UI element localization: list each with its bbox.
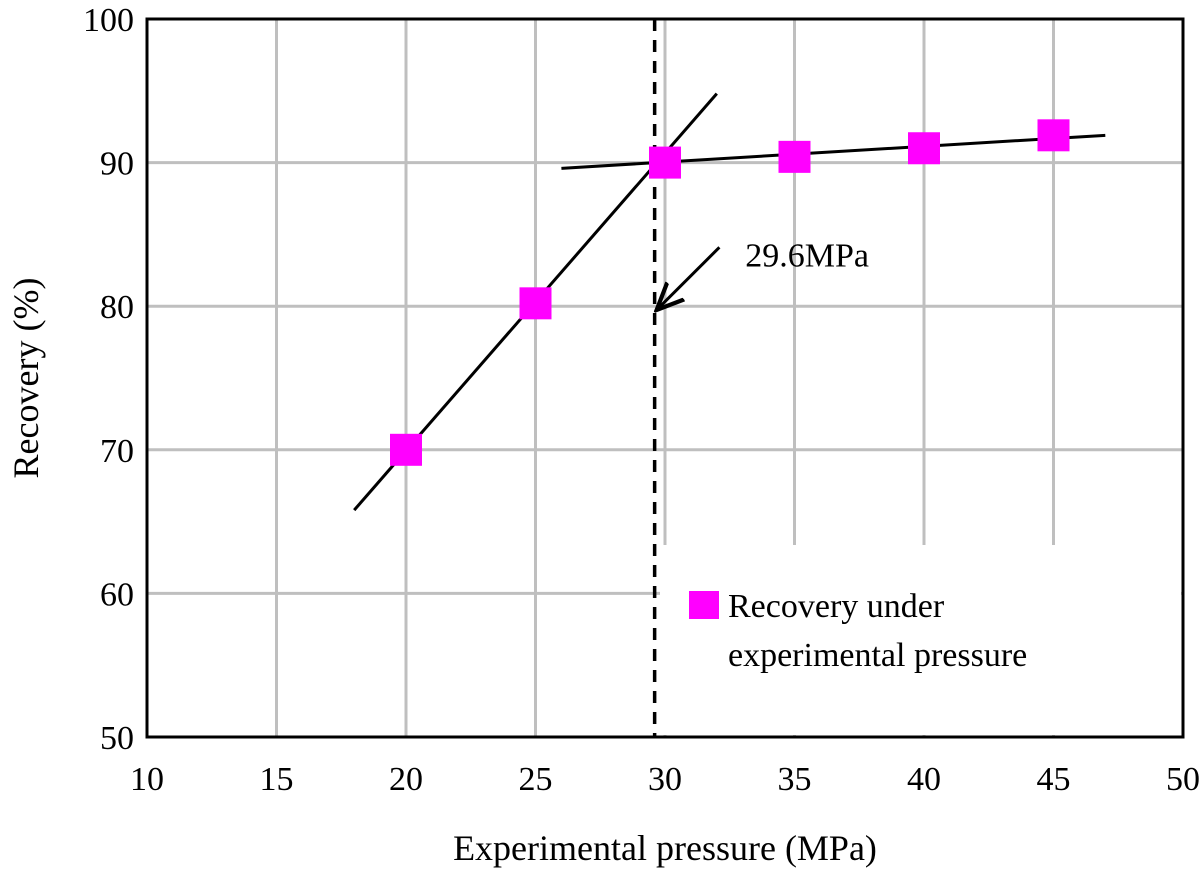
data-points xyxy=(390,119,1070,466)
x-tick-label-10: 10 xyxy=(130,761,164,798)
data-point-20 xyxy=(390,433,422,466)
data-point-45 xyxy=(1037,119,1070,152)
annotation-arrow xyxy=(657,246,721,310)
x-tick-label-35: 35 xyxy=(778,761,812,798)
x-tick-label-50: 50 xyxy=(1166,761,1200,798)
legend: Recovery under experimental pressure xyxy=(660,545,1181,735)
annotation-label: 29.6MPa xyxy=(745,238,869,275)
x-tick-label-25: 25 xyxy=(519,761,553,798)
y-tick-label-60: 60 xyxy=(100,576,134,613)
plot-frame xyxy=(145,17,1185,739)
y-tick-label-50: 50 xyxy=(100,720,134,757)
x-tick-label-15: 15 xyxy=(260,761,294,798)
y-tick-label-100: 100 xyxy=(83,2,134,39)
y-tick-label-90: 90 xyxy=(100,146,134,183)
legend-text-line-1: Recovery under xyxy=(728,588,945,625)
trend-lines xyxy=(353,92,1106,512)
data-point-40 xyxy=(908,132,940,165)
data-point-35 xyxy=(778,140,811,173)
x-tick-label-40: 40 xyxy=(907,761,941,798)
data-point-25 xyxy=(519,287,552,320)
x-tick-label-45: 45 xyxy=(1037,761,1071,798)
x-tick-label-30: 30 xyxy=(648,761,682,798)
legend-marker xyxy=(689,591,719,619)
legend-text-line-2: experimental pressure xyxy=(728,637,1027,674)
legend-box xyxy=(660,545,1181,735)
y-tick-label-70: 70 xyxy=(100,433,134,470)
annotation: 29.6MPa xyxy=(657,238,869,310)
x-axis-title: Experimental pressure (MPa) xyxy=(453,828,877,868)
y-tick-label-80: 80 xyxy=(100,289,134,326)
x-tick-label-20: 20 xyxy=(389,761,423,798)
y-axis-title: Recovery (%) xyxy=(6,278,46,479)
data-point-30 xyxy=(649,146,681,179)
tick-labels: 10 15 20 25 30 35 40 45 50 50 60 70 80 90 100 xyxy=(83,2,1200,798)
